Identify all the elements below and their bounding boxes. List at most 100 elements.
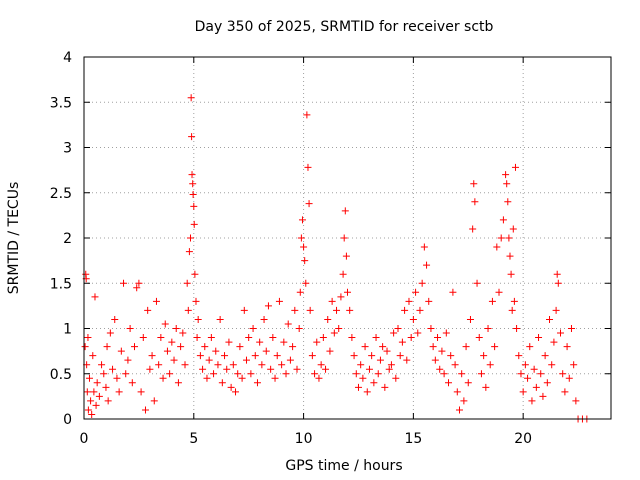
data-point: [530, 365, 538, 373]
plot-frame: [83, 56, 612, 420]
data-point: [365, 365, 373, 373]
data-point: [363, 388, 371, 396]
data-point: [383, 347, 391, 355]
data-point: [497, 234, 505, 242]
data-point: [546, 315, 554, 323]
data-point: [322, 365, 330, 373]
chart-title: Day 350 of 2025, SRMTID for receiver sct…: [195, 19, 494, 35]
data-point: [84, 334, 92, 342]
data-point: [120, 279, 128, 287]
data-point: [420, 243, 428, 251]
data-point: [342, 252, 350, 260]
y-tick-label: 1.5: [50, 276, 72, 292]
data-point: [181, 361, 189, 369]
data-point: [163, 347, 171, 355]
data-point: [535, 334, 543, 342]
data-point: [122, 370, 130, 378]
data-point: [262, 347, 270, 355]
data-point: [359, 374, 367, 382]
data-point: [139, 334, 147, 342]
data-point: [227, 383, 235, 391]
data-point: [440, 370, 448, 378]
data-point: [191, 270, 199, 278]
data-point: [436, 365, 444, 373]
data-point: [203, 374, 211, 382]
data-point: [278, 361, 286, 369]
data-point: [300, 243, 308, 251]
data-point: [275, 297, 283, 305]
data-point: [177, 343, 185, 351]
data-point: [361, 343, 369, 351]
data-point: [328, 297, 336, 305]
data-point: [185, 248, 193, 256]
y-tick-label: 3.5: [50, 95, 72, 111]
data-point: [502, 171, 510, 179]
data-point: [196, 352, 204, 360]
data-point: [552, 306, 560, 314]
data-point: [90, 388, 98, 396]
y-tick-label: 0: [63, 412, 72, 428]
data-point: [161, 320, 169, 328]
data-point: [100, 370, 108, 378]
data-point: [144, 306, 152, 314]
data-point: [537, 370, 545, 378]
data-point: [141, 406, 149, 414]
data-point: [339, 270, 347, 278]
data-point: [247, 370, 255, 378]
data-point: [526, 343, 534, 351]
data-point: [83, 388, 91, 396]
data-point: [102, 383, 110, 391]
data-point: [201, 343, 209, 351]
data-point: [528, 397, 536, 405]
data-point: [326, 347, 334, 355]
data-point: [335, 325, 343, 332]
data-point: [199, 365, 207, 373]
data-point: [317, 361, 325, 369]
data-point: [471, 198, 479, 206]
data-point: [346, 306, 354, 314]
data-point: [344, 288, 351, 296]
data-point: [303, 111, 311, 119]
data-point: [264, 302, 272, 310]
data-point: [401, 306, 409, 314]
data-point: [464, 379, 472, 387]
data-point: [183, 279, 191, 287]
data-point: [504, 198, 512, 206]
data-point: [210, 370, 218, 378]
data-point: [280, 338, 288, 346]
data-point: [155, 361, 163, 369]
data-point: [186, 234, 194, 242]
data-point: [453, 388, 461, 396]
y-axis-label: SRMTID / TECUs: [6, 182, 22, 295]
data-point: [260, 315, 268, 323]
data-point: [427, 325, 435, 332]
data-point: [372, 334, 380, 342]
data-point: [207, 334, 215, 342]
data-point: [135, 279, 143, 287]
data-point: [115, 388, 123, 396]
data-point: [170, 356, 178, 364]
data-point: [184, 306, 192, 314]
data-point: [301, 257, 309, 265]
data-point: [493, 243, 501, 251]
data-point: [488, 297, 496, 305]
y-tick-label: 1: [63, 322, 72, 338]
data-point: [289, 343, 297, 351]
data-point: [324, 315, 332, 323]
data-point: [232, 388, 240, 396]
data-point: [95, 392, 103, 400]
data-point: [387, 361, 395, 369]
data-point: [348, 334, 356, 342]
data-point: [390, 329, 398, 337]
data-point: [188, 171, 196, 179]
data-point: [495, 288, 503, 296]
data-point: [273, 352, 281, 360]
data-point: [513, 325, 521, 332]
data-point: [225, 338, 233, 346]
data-point: [187, 94, 195, 102]
data-point: [507, 270, 515, 278]
data-point: [482, 383, 490, 391]
data-point: [84, 406, 92, 414]
data-point: [242, 356, 250, 364]
